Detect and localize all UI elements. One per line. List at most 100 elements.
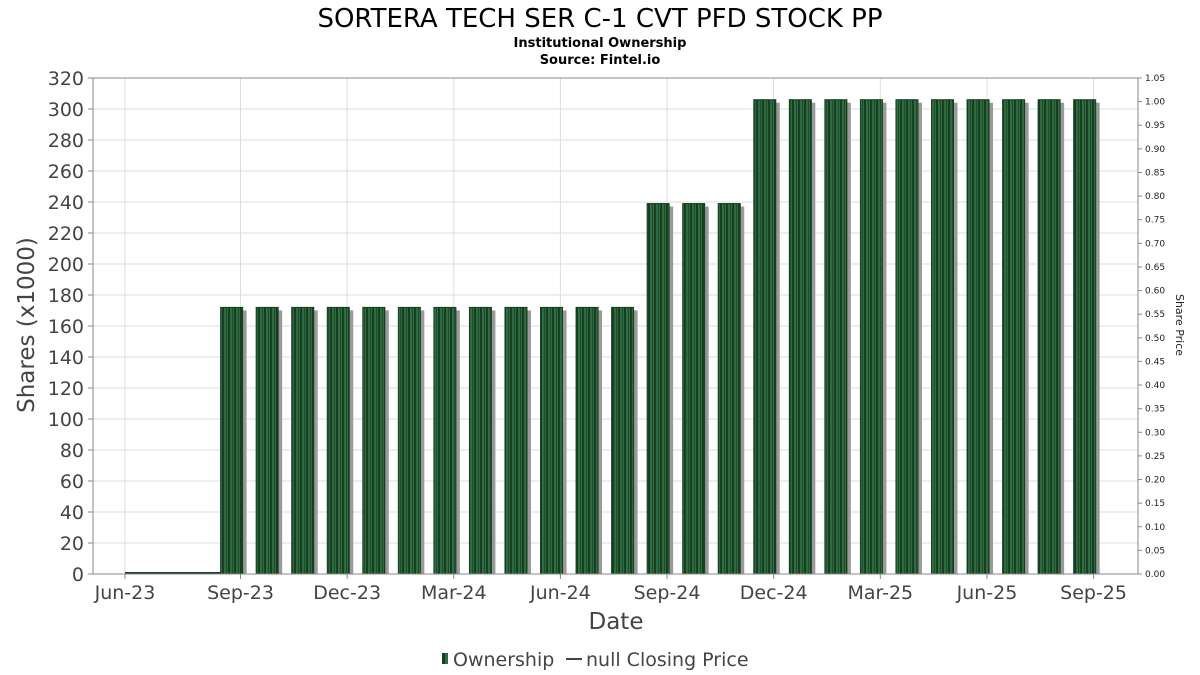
bar-4 <box>362 306 389 575</box>
bar-body <box>433 306 457 575</box>
bar-9 <box>540 306 567 575</box>
y2tick-label-15: 0.75 <box>1145 216 1165 226</box>
xtick-label-8: Jun-25 <box>956 582 1018 604</box>
y2tick-label-6: 0.30 <box>1145 428 1165 438</box>
bar-body <box>1002 99 1026 575</box>
y2tick-label-4: 0.20 <box>1145 476 1165 486</box>
y2tick-label-21: 1.05 <box>1145 74 1165 84</box>
bar-body <box>895 99 919 575</box>
y2tick-label-7: 0.35 <box>1145 405 1165 415</box>
ytick-label-7: 140 <box>48 347 84 369</box>
bar-body <box>682 203 706 575</box>
bar-1 <box>255 306 283 575</box>
bar-24 <box>1073 99 1100 575</box>
legend-ownership-swatch <box>442 653 445 664</box>
y-axis-ticks: 0 20 40 60 80 100 120 140 160 180 200 220 240 260 280 3… <box>48 68 93 586</box>
x-axis-label: Date <box>589 609 644 635</box>
bar-5 <box>397 306 425 575</box>
y2tick-label-17: 0.85 <box>1145 168 1165 178</box>
bar-21 <box>966 99 994 575</box>
y2tick-label-18: 0.90 <box>1145 145 1165 155</box>
y2tick-label-1: 0.05 <box>1145 546 1165 556</box>
ytick-label-6: 120 <box>48 378 84 400</box>
bar-15 <box>753 99 780 575</box>
bar-body <box>824 99 848 575</box>
ytick-label-3: 60 <box>60 471 84 493</box>
bar-6 <box>433 306 460 575</box>
bar-18 <box>859 99 887 575</box>
xtick-label-7: Mar-25 <box>847 582 913 604</box>
legend-ownership-label: Ownership <box>453 649 554 671</box>
ytick-label-12: 240 <box>48 192 84 214</box>
bar-body <box>326 306 350 575</box>
bar-22 <box>1002 99 1029 575</box>
ytick-label-11: 220 <box>48 223 84 245</box>
y2tick-label-8: 0.40 <box>1145 381 1165 391</box>
y2tick-label-11: 0.55 <box>1145 310 1165 320</box>
bars <box>124 99 1100 575</box>
bar-body <box>646 203 670 575</box>
bar-20 <box>931 99 958 575</box>
legend-item-ownership: Ownership <box>442 649 554 671</box>
y2tick-label-3: 0.15 <box>1145 499 1165 509</box>
ytick-label-13: 260 <box>48 161 84 183</box>
bar-body <box>753 99 777 575</box>
bar-13 <box>682 203 709 575</box>
bar-body <box>717 203 741 575</box>
ytick-label-2: 40 <box>60 502 84 524</box>
chart-subtitle: Institutional Ownership <box>514 36 687 51</box>
bar-12 <box>646 203 674 575</box>
ytick-label-16: 320 <box>48 68 84 90</box>
bar-body <box>575 306 599 575</box>
bar-17 <box>824 99 851 575</box>
ytick-label-4: 80 <box>60 440 84 462</box>
legend: Ownership null Closing Price <box>442 649 749 671</box>
y2tick-label-10: 0.50 <box>1145 334 1165 344</box>
bar-body <box>291 306 315 575</box>
y2tick-label-20: 1.00 <box>1145 98 1165 108</box>
ytick-label-10: 200 <box>48 254 84 276</box>
bar-body <box>1037 99 1061 575</box>
y2tick-label-5: 0.25 <box>1145 452 1165 462</box>
ytick-label-15: 300 <box>48 99 84 121</box>
bar-body <box>220 306 244 575</box>
xtick-label-4: Jun-24 <box>529 582 591 604</box>
xtick-label-9: Sep-25 <box>1060 582 1127 604</box>
bar-14 <box>717 203 745 575</box>
y-axis-label: Shares (x1000) <box>14 237 40 413</box>
chart-title: SORTERA TECH SER C-1 CVT PFD STOCK PP <box>317 4 882 34</box>
bar-body <box>540 306 564 575</box>
y2-axis-label: Share Price <box>1173 294 1186 356</box>
y2tick-label-9: 0.45 <box>1145 357 1165 367</box>
bar-body <box>966 99 990 575</box>
bar-16 <box>788 99 816 575</box>
bar-body <box>362 306 386 575</box>
bar-body <box>611 306 635 575</box>
ytick-label-0: 0 <box>72 564 84 586</box>
y2tick-label-12: 0.60 <box>1145 287 1165 297</box>
bar-11 <box>611 306 638 575</box>
bar-19 <box>895 99 922 575</box>
xtick-label-1: Sep-23 <box>207 582 274 604</box>
legend-item-closing-price: null Closing Price <box>566 649 749 671</box>
y2tick-label-2: 0.10 <box>1145 523 1165 533</box>
bar-7 <box>468 306 496 575</box>
ytick-label-14: 280 <box>48 130 84 152</box>
xtick-label-0: Jun-23 <box>94 582 156 604</box>
legend-closing-price-label: null Closing Price <box>586 649 749 671</box>
y2tick-label-13: 0.65 <box>1145 263 1165 273</box>
bar-body <box>859 99 883 575</box>
chart-source: Source: Fintel.io <box>540 53 661 68</box>
y2-axis-ticks: 0.00 0.05 0.10 0.15 0.20 0.25 0.30 0.35 0.40 0.45… <box>1138 74 1165 580</box>
bar-body <box>931 99 955 575</box>
bar-body <box>1073 99 1097 575</box>
bar-body <box>788 99 812 575</box>
x-axis-ticks: Jun-23 Sep-23 Dec-23 Mar-24 Jun-24 Sep-24 Dec-… <box>94 574 1127 604</box>
legend-ownership-swatch-light <box>445 653 448 664</box>
xtick-label-6: Dec-24 <box>740 582 808 604</box>
bar-body <box>397 306 421 575</box>
bar-3 <box>326 306 354 575</box>
ytick-label-1: 20 <box>60 533 84 555</box>
bar-body <box>255 306 279 575</box>
